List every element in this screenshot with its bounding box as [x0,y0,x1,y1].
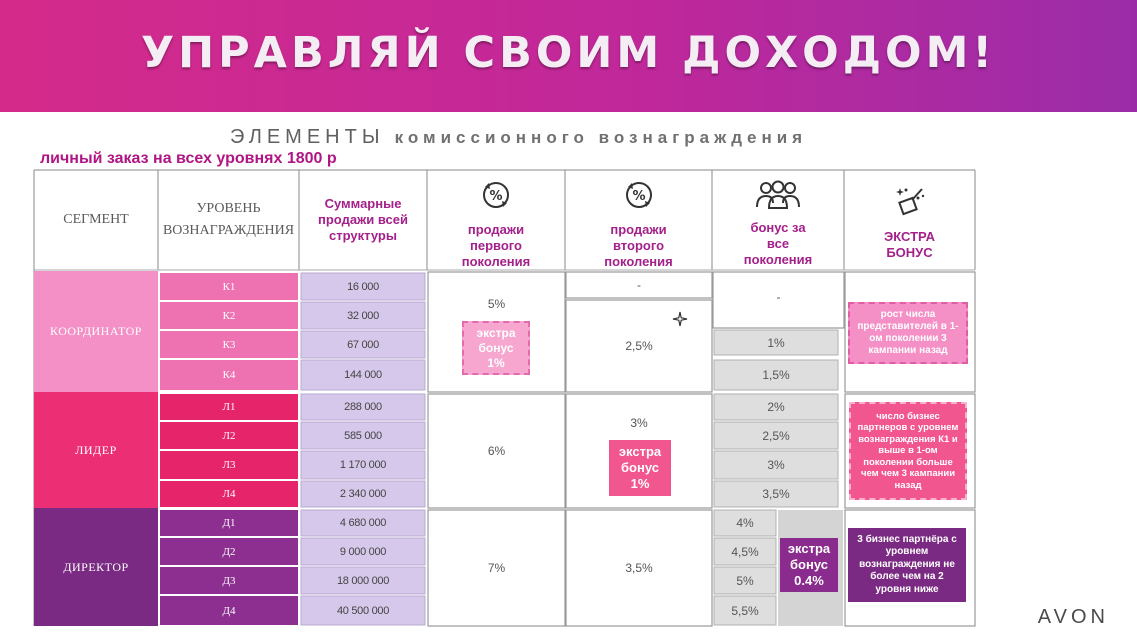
second-gen-k1: - [637,278,641,292]
first-gen-coordinator: 5% [487,297,506,311]
header-banner: УПРАВЛЯЙ СВОИМ ДОХОДОМ! [0,0,1137,112]
segment-leader-bg [34,392,158,508]
col-header-first-gen: % продажи первого поколения [427,170,565,270]
brand-logo: AVON [1037,606,1109,628]
col-header-segment: СЕГМЕНТ [63,212,129,227]
level-label: К1 [222,280,236,293]
people-group-icon [753,179,803,220]
col-header-second-gen: % продажи второго поколения [565,170,712,270]
percent-cycle-icon: % [621,177,657,222]
second-gen-leader: 3% [630,416,648,430]
level-label: Л3 [222,459,236,471]
col-header-total-sales: Суммарные продажи всей структуры [318,196,408,243]
personal-order-note: личный заказ на всех уровнях 1800 р [40,150,337,167]
extra-note-coordinator: рост числа представителей в 1-ом поколен… [848,302,968,364]
level-label: К4 [222,369,236,381]
all-gen-k3: 1% [767,335,785,350]
sales-value: 4 680 000 [339,517,387,529]
all-gen-l1: 2% [767,400,785,414]
magic-wand-icon [892,184,928,229]
extra-note-leader: число бизнес партнеров с уровнем вознагр… [849,402,967,500]
level-label: Д2 [222,545,236,558]
all-gen-k4: 1,5% [762,368,790,382]
segment-leader: ЛИДЕР [75,442,117,457]
sales-value: 18 000 000 [336,574,390,587]
all-gen-l4: 3,5% [762,487,790,501]
sales-value: 32 000 [347,309,379,322]
segment-coordinator: КООРДИНАТОР [50,324,142,338]
second-gen-coordinator: 2,5% [625,339,653,353]
sales-value: 585 000 [344,429,382,442]
subtitle-word-commission: комиссионного вознаграждения [394,128,808,147]
extra-label: ЭКСТРА БОНУС [884,228,935,260]
sales-value: 9 000 000 [339,545,387,558]
extra-bonus-badge-first-gen: экстра бонус 1% [462,321,530,375]
level-label: Д1 [222,517,236,529]
sales-value: 16 000 [347,280,379,293]
all-gen-l3: 3% [767,458,785,472]
level-label: Д4 [222,604,236,617]
subtitle-word-elements: ЭЛЕМЕНТЫ [230,126,385,148]
col-header-all-gen: бонус за все поколения [712,170,844,270]
level-cells [160,273,298,625]
segment-director: ДИРЕКТОР [63,559,129,574]
page-title: УПРАВЛЯЙ СВОИМ ДОХОДОМ! [141,28,996,78]
all-gen-label: бонус за все поколения [743,219,813,267]
level-label: К2 [222,309,236,322]
svg-text:%: % [632,189,645,204]
extra-bonus-badge-all-gen: экстра бонус 0.4% [780,538,838,592]
second-gen-label: продажи второго поколения [604,221,673,269]
sales-value: 40 500 000 [336,604,390,617]
second-gen-director: 3,5% [625,561,653,575]
segment-director-bg [34,508,158,626]
extra-bonus-badge-second-gen: экстра бонус 1% [609,440,671,496]
sales-value: 144 000 [344,369,382,381]
all-gen-d2: 4,5% [731,544,759,559]
first-gen-label: продажи первого поколения [461,221,531,269]
sales-value: 67 000 [347,338,379,351]
sales-value: 2 340 000 [339,488,387,500]
svg-text:%: % [489,189,502,204]
sales-cells [300,272,426,626]
level-label: Л4 [222,488,236,500]
first-gen-director: 7% [487,561,506,575]
level-label: Д3 [222,574,236,587]
all-gen-cells [713,329,839,626]
all-gen-k1-k2: - [776,290,781,304]
section-subtitle: ЭЛЕМЕНТЫ комиссионного вознаграждения [230,126,807,149]
level-label: Л1 [222,401,236,413]
all-gen-d3: 5% [736,573,754,588]
all-gen-d4: 5,5% [731,603,759,618]
segment-coordinator-bg [34,271,158,392]
col-header-level: УРОВЕНЬ ВОЗНАГРАЖДЕНИЯ [162,201,295,238]
level-label: К3 [222,338,236,351]
sales-value: 288 000 [344,401,382,413]
sales-value: 1 170 000 [339,459,387,471]
col-header-extra: ЭКСТРА БОНУС [844,170,975,270]
percent-cycle-icon: % [478,177,514,222]
all-gen-l2: 2,5% [762,428,790,443]
first-gen-leader: 6% [487,444,506,458]
extra-note-director: 3 бизнес партнёра с уровнем вознагражден… [848,528,966,602]
all-gen-d1: 4% [736,516,754,530]
level-label: Л2 [222,429,236,442]
sparkle-icon [672,311,688,332]
